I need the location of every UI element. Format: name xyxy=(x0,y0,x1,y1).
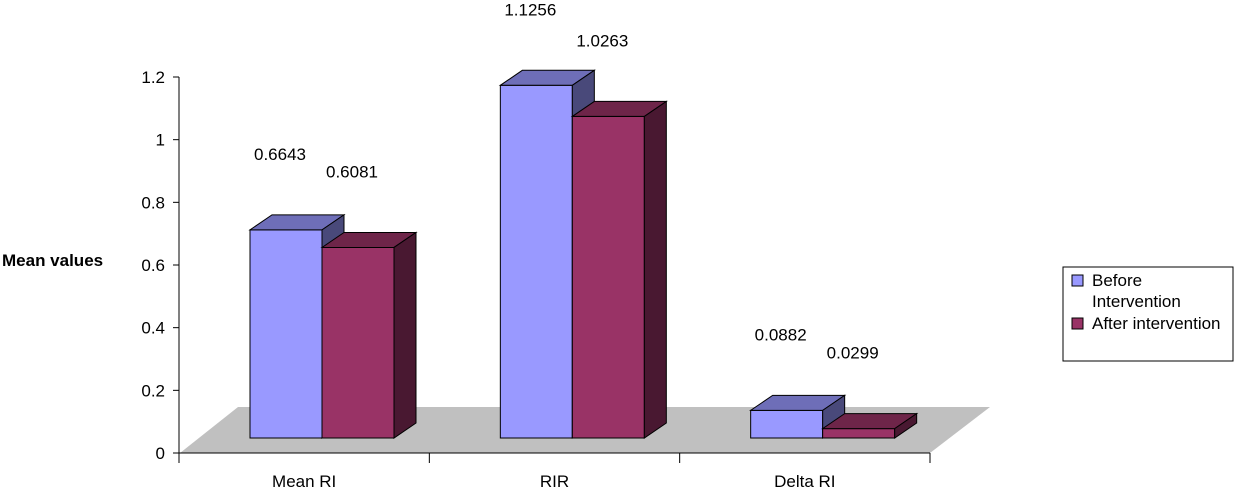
bar-front-face xyxy=(822,428,896,439)
y-tick-label: 0.2 xyxy=(141,381,165,400)
legend: Before Intervention After intervention xyxy=(1062,266,1234,362)
data-label: 1.1256 xyxy=(504,0,556,19)
legend-box xyxy=(1062,266,1234,362)
legend-swatch-before xyxy=(1071,274,1084,287)
x-category-label: RIR xyxy=(540,472,569,491)
legend-label-before-line1: Before xyxy=(1092,271,1142,290)
data-label: 0.6643 xyxy=(254,145,306,164)
y-tick-label: 0.8 xyxy=(141,193,165,212)
bar-front-face xyxy=(499,84,573,439)
bar-side-face xyxy=(393,231,417,439)
y-tick-label: 0 xyxy=(156,444,165,463)
legend-label-after: After intervention xyxy=(1092,314,1221,333)
bars-layer xyxy=(248,69,919,439)
bar-front-face xyxy=(321,246,395,439)
data-label: 0.0299 xyxy=(827,344,879,363)
y-axis-title: Mean values xyxy=(2,251,103,270)
y-tick-label: 1 xyxy=(156,131,165,150)
bar xyxy=(570,100,668,439)
bar-front-face xyxy=(750,409,824,439)
bar xyxy=(749,394,847,439)
bar-front-face xyxy=(249,229,323,439)
data-labels-layer: 0.6643 1.1256 0.0882 0.6081 1.0263 0.0299 xyxy=(254,0,879,362)
data-label: 0.6081 xyxy=(326,162,378,181)
y-tick-label: 0.4 xyxy=(141,319,165,338)
bar xyxy=(320,231,418,439)
data-label: 1.0263 xyxy=(576,31,628,50)
y-tick-label: 0.6 xyxy=(141,256,165,275)
y-tick-label: 1.2 xyxy=(141,68,165,87)
bar-side-face xyxy=(894,412,918,439)
bar-side-face xyxy=(643,100,667,439)
axes-layer: 0 0.2 0.4 0.6 0.8 1 1.2 Mean RI RIR Delta RI xyxy=(141,68,931,491)
bar xyxy=(821,412,919,439)
legend-swatch-after xyxy=(1071,317,1084,330)
bar-front-face xyxy=(571,115,645,439)
x-category-label: Delta RI xyxy=(774,472,835,491)
legend-label-before-line2: Intervention xyxy=(1092,292,1181,311)
x-category-label: Mean RI xyxy=(272,472,336,491)
data-label: 0.0882 xyxy=(755,325,807,344)
